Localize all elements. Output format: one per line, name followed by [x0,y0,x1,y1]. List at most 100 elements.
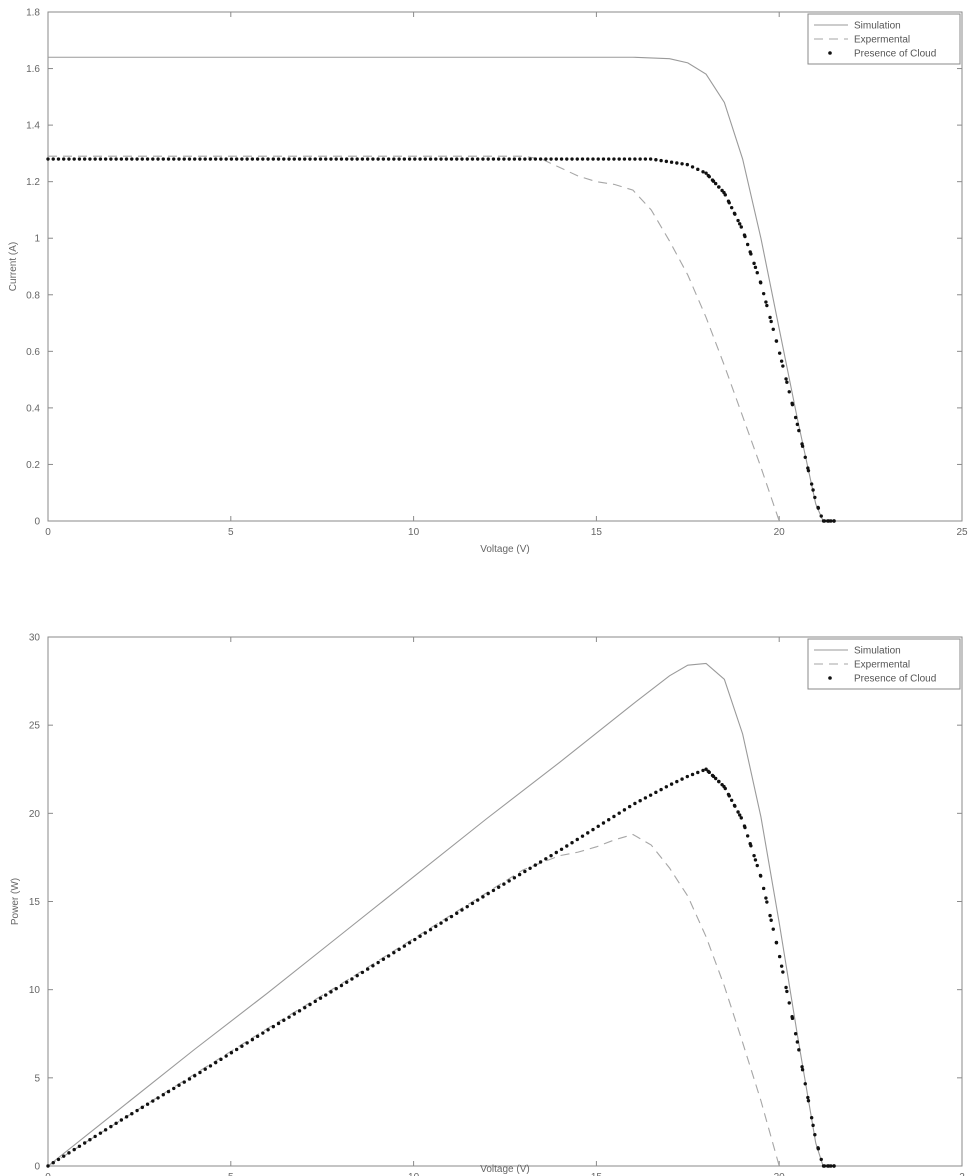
data-point [381,157,386,161]
data-point [752,853,756,858]
data-point [177,157,181,161]
data-point [392,950,396,955]
data-point [140,1105,145,1110]
data-point [736,810,740,814]
x-tick-label: 15 [591,527,603,538]
data-point [523,157,527,161]
data-point [365,967,370,971]
data-point [166,1089,171,1094]
data-point [324,157,328,161]
legend: Simulation Expermental Presence of Cloud [807,638,961,690]
data-point [607,157,611,161]
data-point [707,770,711,775]
data-point [627,157,632,161]
x-tick-label: 15 [591,1172,603,1176]
data-point [350,157,354,161]
x-axis-label: Voltage (V) [480,544,529,555]
data-point [664,159,669,164]
data-point [803,1082,807,1086]
data-point [156,1096,160,1100]
data-point [345,157,349,161]
data-point [813,495,817,500]
data-point [575,837,579,842]
data-point [785,989,789,994]
data-point [460,157,464,161]
legend-label: Expermental [854,35,910,46]
data-point [486,891,490,896]
data-point [365,157,370,161]
data-point [764,300,768,304]
data-point [135,157,139,161]
data-point [771,327,775,331]
data-point [736,218,740,223]
data-point [758,280,763,284]
data-point [313,999,317,1004]
y-tick-label: 0 [34,517,40,528]
data-point [465,157,469,161]
legend: Simulation Expermental Presence of Cloud [807,13,961,65]
data-point [439,921,443,925]
data-point [124,1115,129,1119]
data-point [659,158,663,163]
data-point [723,786,727,791]
data-point [491,157,496,161]
data-point [591,157,595,161]
data-point [765,900,769,904]
data-point [255,1034,260,1039]
y-axis-label: Current (A) [8,242,19,291]
data-point [130,157,134,161]
data-point [617,157,621,161]
data-point [779,359,784,363]
data-point [800,442,804,446]
series-line [48,56,824,522]
data-point [135,1108,139,1113]
y-tick-label: 15 [29,897,41,908]
data-point [329,990,333,994]
data-point [46,157,50,161]
series-solid [47,662,824,1167]
data-point [261,1031,265,1035]
data-point [819,1157,823,1162]
data-point [768,315,772,320]
data-point [198,1070,202,1075]
data-point [819,514,823,518]
data-point [177,1083,181,1087]
data-point [554,850,559,855]
data-point [161,157,165,161]
data-point [145,157,150,161]
data-point [586,157,590,161]
data-point [465,904,469,909]
data-point [114,1121,118,1125]
data-point [654,158,658,162]
data-point [449,157,454,161]
data-point [654,790,658,795]
data-point [229,157,234,161]
data-point [376,960,380,965]
series-dashed [48,155,780,522]
data-point [544,857,548,861]
y-tick-label: 1.8 [26,8,40,19]
data-point [282,1018,286,1022]
data-point [145,1102,150,1106]
data-point [769,319,773,324]
data-point [787,1001,791,1005]
data-point [781,970,785,974]
data-point [774,941,779,945]
data-point [82,157,87,161]
data-point [266,1028,270,1032]
data-point [360,157,365,161]
data-point [664,785,669,789]
data-point [829,1164,833,1168]
data-point [554,157,559,161]
data-point [444,918,448,922]
x-tick-label: 10 [408,527,420,538]
data-point [784,377,788,381]
data-point [476,898,480,902]
data-point [544,157,548,161]
data-point [669,782,674,786]
y-tick-label: 1.2 [26,177,40,188]
series-dotted [46,767,836,1168]
data-point [713,181,718,186]
data-point [255,157,260,161]
data-point [768,913,772,918]
